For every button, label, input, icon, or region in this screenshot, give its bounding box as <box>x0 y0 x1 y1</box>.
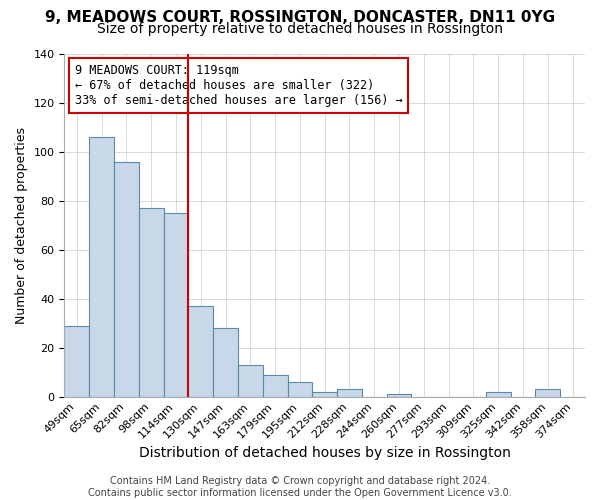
X-axis label: Distribution of detached houses by size in Rossington: Distribution of detached houses by size … <box>139 446 511 460</box>
Text: Size of property relative to detached houses in Rossington: Size of property relative to detached ho… <box>97 22 503 36</box>
Bar <box>263 374 287 396</box>
Bar <box>89 137 114 396</box>
Bar <box>164 213 188 396</box>
Bar <box>64 326 89 396</box>
Bar <box>213 328 238 396</box>
Bar <box>386 394 412 396</box>
Y-axis label: Number of detached properties: Number of detached properties <box>15 127 28 324</box>
Text: 9, MEADOWS COURT, ROSSINGTON, DONCASTER, DN11 0YG: 9, MEADOWS COURT, ROSSINGTON, DONCASTER,… <box>45 10 555 25</box>
Text: Contains HM Land Registry data © Crown copyright and database right 2024.
Contai: Contains HM Land Registry data © Crown c… <box>88 476 512 498</box>
Text: 9 MEADOWS COURT: 119sqm
← 67% of detached houses are smaller (322)
33% of semi-d: 9 MEADOWS COURT: 119sqm ← 67% of detache… <box>75 64 403 108</box>
Bar <box>139 208 164 396</box>
Bar <box>287 382 313 396</box>
Bar <box>313 392 337 396</box>
Bar <box>238 365 263 396</box>
Bar <box>535 390 560 396</box>
Bar <box>188 306 213 396</box>
Bar <box>486 392 511 396</box>
Bar <box>337 390 362 396</box>
Bar <box>114 162 139 396</box>
